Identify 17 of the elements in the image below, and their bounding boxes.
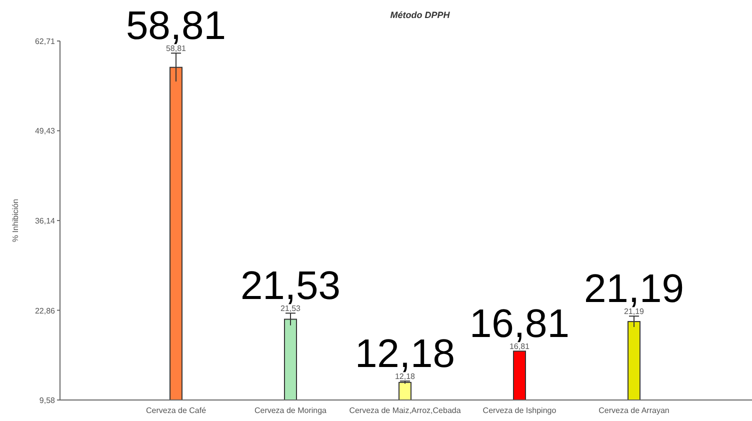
x-tick-label: Cerveza de Moringa (254, 406, 328, 415)
y-tick-label: 9,58 (39, 396, 56, 405)
data-label: 16,81 (509, 342, 530, 352)
y-axis-title: % Inhibición (11, 198, 20, 242)
x-tick-label: Cerveza de Ishpingo (482, 406, 557, 415)
y-tick-label: 62,71 (34, 37, 56, 46)
data-label: 21,19 (624, 307, 645, 316)
data-label: 58,81 (166, 44, 187, 54)
data-label: 21,53 (280, 304, 302, 314)
data-label: 12,18 (394, 372, 416, 382)
y-tick-label: 22,86 (34, 306, 56, 316)
y-tick-label: 36,14 (34, 216, 56, 226)
chart-title: Método DPPH (390, 10, 450, 20)
x-tick-label: Cerveza de Maiz,Arroz,Cebada (349, 406, 462, 415)
x-tick-label: Cerveza de Arrayan (598, 406, 670, 415)
y-tick-label: 49,43 (34, 126, 56, 136)
x-tick-label: Cerveza de Café (146, 406, 207, 415)
